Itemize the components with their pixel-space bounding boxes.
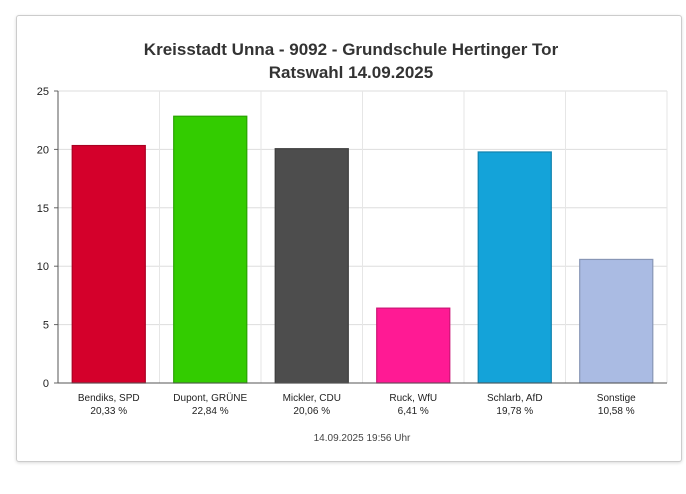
- grid-lines: [58, 90, 668, 384]
- category-label: Bendiks, SPD: [78, 393, 140, 404]
- value-label: 10,58 %: [598, 406, 635, 417]
- y-tick-label: 0: [43, 378, 49, 390]
- bar[interactable]: [477, 151, 552, 384]
- y-tick-label: 25: [37, 86, 49, 98]
- timestamp: 14.09.2025 19:56 Uhr: [314, 433, 411, 444]
- category-label: Dupont, GRÜNE: [173, 392, 247, 404]
- y-tick-label: 15: [37, 203, 49, 215]
- y-tick-label: 10: [37, 261, 49, 273]
- bars: [71, 115, 654, 384]
- chart-title-line-1: Kreisstadt Unna - 9092 - Grundschule Her…: [144, 40, 559, 59]
- axes: [54, 90, 667, 384]
- y-tick-label: 5: [43, 320, 49, 332]
- bar[interactable]: [71, 144, 146, 384]
- chart-title-line-2: Ratswahl 14.09.2025: [269, 63, 433, 82]
- bar[interactable]: [376, 307, 451, 384]
- value-label: 22,84 %: [192, 406, 229, 417]
- category-label: Ruck, WfU: [389, 393, 437, 404]
- value-label: 19,78 %: [496, 406, 533, 417]
- value-label: 20,06 %: [293, 406, 330, 417]
- category-label: Schlarb, AfD: [487, 393, 543, 404]
- bar[interactable]: [173, 115, 248, 384]
- category-label: Sonstige: [597, 393, 636, 404]
- y-tick-label: 20: [37, 144, 49, 156]
- value-label: 20,33 %: [90, 406, 127, 417]
- category-label: Mickler, CDU: [283, 393, 341, 404]
- labels: 0 5 10 15 20 25 Bendiks, SPD 20,33 % Dupont, GRÜ…: [37, 86, 636, 417]
- value-label: 6,41 %: [398, 406, 429, 417]
- bar[interactable]: [579, 258, 654, 384]
- bar[interactable]: [274, 148, 349, 384]
